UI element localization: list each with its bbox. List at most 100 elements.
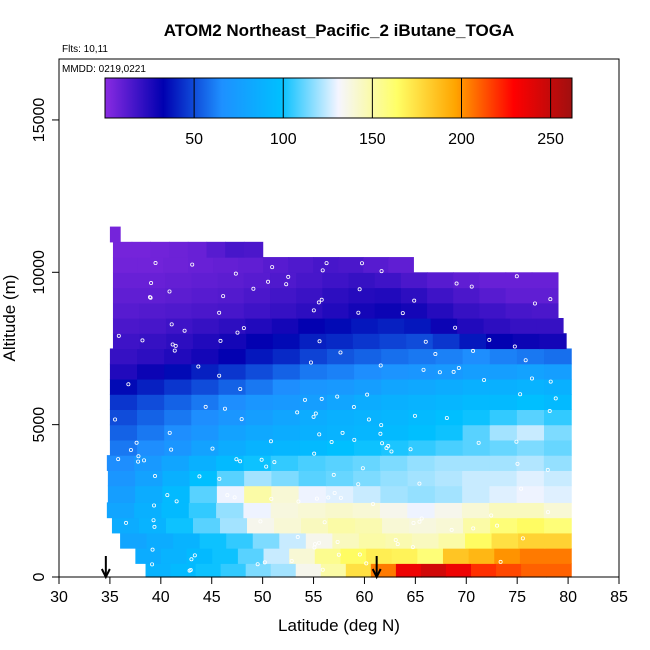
y-axis-label: Altitude (m): [0, 275, 19, 362]
heatmap-cell: [377, 318, 405, 334]
heatmap-cell: [379, 333, 407, 350]
heatmap-cell: [299, 348, 328, 365]
observation-point: [518, 392, 523, 397]
heatmap-cell: [379, 502, 408, 519]
heatmap-cell: [491, 532, 519, 549]
observation-point: [174, 499, 179, 504]
observation-point: [170, 342, 175, 347]
heatmap-cell: [243, 502, 272, 519]
heatmap-cell: [326, 363, 355, 380]
heatmap-cell: [270, 502, 299, 519]
observation-point: [476, 440, 481, 445]
heatmap-cell: [326, 378, 355, 395]
heatmap-cell: [274, 517, 302, 534]
heatmap-cell: [417, 548, 444, 564]
heatmap-cell: [299, 409, 328, 426]
heatmap-cell: [463, 517, 491, 534]
heatmap-cell: [272, 439, 301, 456]
heatmap-cells: [106, 226, 572, 578]
heatmap-cell: [408, 424, 437, 441]
observation-point: [317, 339, 322, 344]
observation-point: [136, 459, 141, 464]
heatmap-cell: [486, 333, 514, 350]
heatmap-cell: [516, 485, 545, 503]
heatmap-cell: [139, 272, 166, 289]
heatmap-cell: [112, 318, 141, 334]
heatmap-cell: [546, 563, 572, 578]
x-tick-label: 40: [152, 589, 170, 606]
heatmap-cell: [453, 302, 480, 319]
heatmap-cell: [442, 548, 470, 564]
heatmap-cell: [243, 272, 271, 289]
observation-point: [190, 262, 195, 267]
heatmap-cell: [164, 424, 192, 441]
heatmap-cell: [489, 439, 518, 456]
observation-point: [188, 567, 193, 572]
heatmap-cell: [381, 363, 409, 380]
observation-point: [142, 458, 147, 463]
heatmap-cell: [408, 348, 437, 365]
heatmap-cell: [461, 455, 490, 471]
y-tick-label: 10000: [31, 250, 48, 295]
heatmap-cell: [272, 424, 301, 441]
heatmap-cell: [216, 502, 245, 519]
heatmap-cell: [137, 439, 165, 456]
observation-point: [456, 366, 461, 371]
heatmap-cell: [314, 548, 342, 564]
heatmap-cell: [137, 424, 165, 441]
observation-point: [251, 286, 256, 291]
heatmap-cell: [325, 455, 354, 471]
heatmap-cell: [370, 563, 397, 578]
heatmap-cell: [218, 363, 247, 380]
observation-point: [167, 430, 172, 435]
heatmap-cell: [516, 424, 545, 441]
heatmap-cell: [272, 409, 301, 426]
flight-arrow-head: [371, 568, 382, 580]
heatmap-cell: [245, 378, 274, 395]
heatmap-cell: [374, 287, 402, 304]
heatmap-cell: [137, 409, 165, 426]
heatmap-cell: [298, 318, 326, 334]
heatmap-cell: [216, 455, 245, 471]
heatmap-cell: [543, 485, 572, 503]
heatmap-cell: [353, 485, 381, 503]
observation-point: [217, 373, 222, 378]
heatmap-cell: [322, 272, 350, 289]
heatmap-cell: [165, 302, 193, 319]
observation-point: [529, 376, 534, 381]
observation-point: [169, 447, 174, 452]
heatmap-cell: [161, 502, 190, 519]
heatmap-cell: [435, 394, 464, 411]
observation-point: [357, 552, 362, 557]
heatmap-cell: [299, 439, 328, 456]
observation-point: [284, 282, 289, 287]
observation-point: [319, 297, 324, 302]
observation-point: [469, 284, 474, 289]
heatmap-cell: [468, 548, 495, 564]
observation-point: [379, 423, 384, 428]
heatmap-cell: [381, 394, 409, 411]
heatmap-cell: [354, 424, 382, 441]
heatmap-cell: [354, 409, 382, 426]
observation-point: [437, 370, 442, 375]
x-tick-label: 50: [254, 589, 272, 606]
observation-point: [192, 553, 197, 558]
heatmap-cell: [489, 348, 518, 365]
heatmap-cell: [217, 287, 245, 304]
heatmap-cell: [445, 563, 472, 578]
heatmap-cell: [409, 517, 437, 534]
heatmap-cell: [427, 302, 454, 319]
heatmap-cell: [301, 517, 329, 534]
heatmap-cell: [112, 272, 140, 289]
heatmap-cell: [138, 517, 167, 534]
heatmap-cell: [245, 318, 273, 334]
heatmap-cell: [435, 424, 464, 441]
heatmap-cell: [544, 409, 572, 426]
heatmap-cell: [544, 439, 572, 456]
heatmap-cell: [299, 333, 327, 350]
heatmap-cell: [352, 333, 381, 350]
observation-point: [319, 396, 324, 401]
observation-point: [545, 467, 550, 472]
observation-point: [316, 300, 321, 305]
heatmap-cell: [325, 502, 354, 519]
